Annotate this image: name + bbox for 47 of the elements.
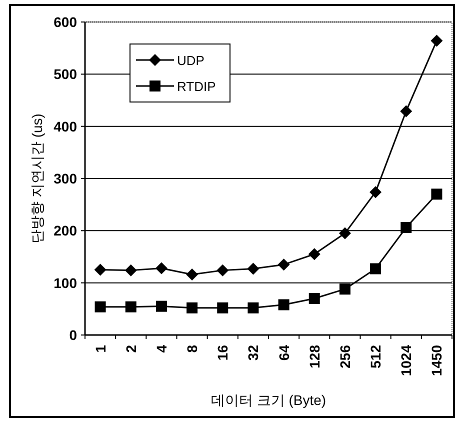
point [156,300,167,312]
point [94,264,106,276]
x-tick-label: 128 [306,344,322,368]
point [338,227,351,240]
x-tick-label: 1450 [428,344,445,376]
x-axis-title: 데이터 크기 (Byte) [210,392,326,408]
legend-label: UDP [177,53,204,68]
point [431,188,442,200]
y-axis-title: 단방향 지연시간 (us) [29,114,45,244]
y-tick-label: 600 [54,14,78,30]
y-tick-label: 500 [54,66,78,82]
point [186,302,198,314]
x-tick-label: 4 [153,344,170,353]
x-tick-label: 1 [92,344,108,353]
y-tick-label: 300 [54,170,78,186]
x-tick-label: 64 [276,344,292,361]
point [278,258,290,271]
y-tick-label: 400 [54,118,78,134]
x-tick-label: 8 [184,344,200,353]
point [248,302,259,314]
x-tick-label: 32 [245,344,262,361]
x-tick-label: 256 [336,344,353,368]
legend-label: RTDIP [177,79,216,94]
point [216,264,229,276]
y-tick-label: 0 [69,327,78,343]
point [400,105,412,118]
point [400,222,412,234]
point [339,284,350,295]
x-tick-label: 16 [214,344,231,361]
point [370,186,382,198]
point [308,292,320,304]
point [217,302,228,314]
point [124,264,137,276]
point [247,262,260,275]
point [94,301,106,312]
x-tick-label: 1024 [398,344,414,376]
point [278,299,290,310]
x-tick-label: 512 [368,344,384,368]
point [430,34,443,47]
point [370,263,382,274]
y-tick-label: 200 [54,222,78,239]
point [186,268,198,280]
point [155,262,168,274]
x-tick-label: 2 [122,344,139,353]
point [125,301,136,312]
point [308,248,320,260]
y-tick-label: 100 [54,274,78,291]
